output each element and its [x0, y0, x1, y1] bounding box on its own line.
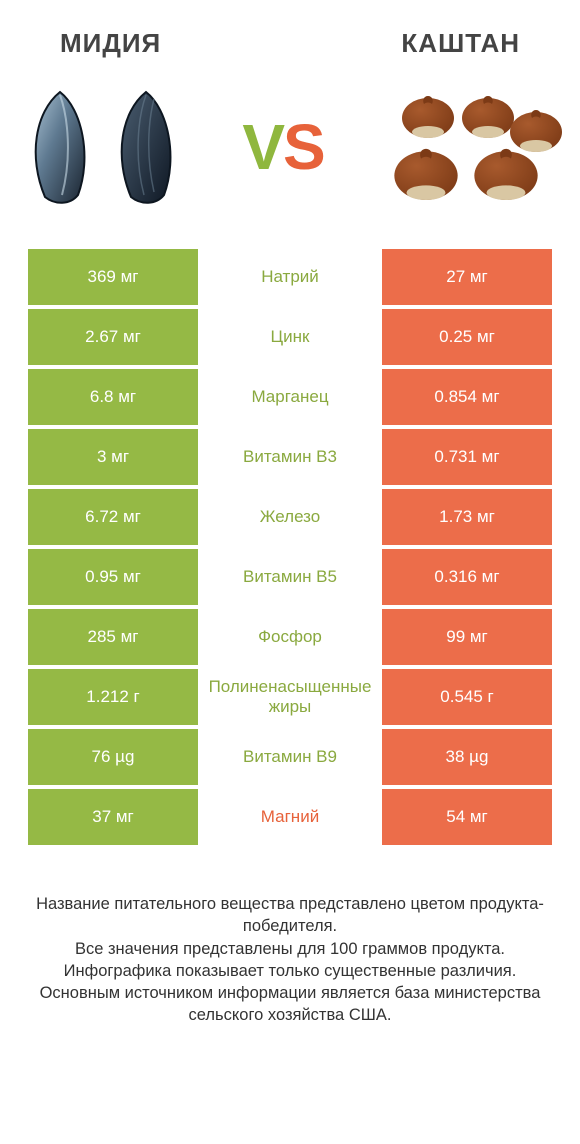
footer-line: Все значения представлены для 100 граммо…	[20, 938, 560, 960]
nutrient-label: Фосфор	[198, 609, 382, 665]
value-right: 0.25 мг	[382, 309, 552, 365]
value-right: 99 мг	[382, 609, 552, 665]
chestnut-group	[380, 92, 560, 202]
mussel-icon	[106, 87, 186, 207]
table-row: 3 мг Витамин B3 0.731 мг	[28, 429, 552, 485]
value-left: 1.212 г	[28, 669, 198, 725]
nutrient-label: Марганец	[198, 369, 382, 425]
nutrient-label: Полиненасыщенные жиры	[198, 669, 382, 725]
hero-row: VS	[0, 69, 580, 237]
table-row: 0.95 мг Витамин B5 0.316 мг	[28, 549, 552, 605]
table-row: 76 µg Витамин B9 38 µg	[28, 729, 552, 785]
chestnut-icon	[400, 92, 456, 138]
value-left: 369 мг	[28, 249, 198, 305]
table-row: 285 мг Фосфор 99 мг	[28, 609, 552, 665]
nutrient-label: Натрий	[198, 249, 382, 305]
nutrient-label: Витамин B5	[198, 549, 382, 605]
vs-s: S	[283, 111, 324, 183]
chestnut-icon	[470, 144, 542, 200]
nutrient-label: Магний	[198, 789, 382, 845]
mussel-icon	[20, 87, 100, 207]
value-right: 38 µg	[382, 729, 552, 785]
value-right: 54 мг	[382, 789, 552, 845]
comparison-table: 369 мг Натрий 27 мг 2.67 мг Цинк 0.25 мг…	[0, 237, 580, 845]
value-right: 0.316 мг	[382, 549, 552, 605]
footer-line: Название питательного вещества представл…	[20, 893, 560, 938]
table-row: 1.212 г Полиненасыщенные жиры 0.545 г	[28, 669, 552, 725]
value-right: 1.73 мг	[382, 489, 552, 545]
value-right: 0.854 мг	[382, 369, 552, 425]
value-left: 6.8 мг	[28, 369, 198, 425]
nutrient-label: Витамин B3	[198, 429, 382, 485]
value-right: 27 мг	[382, 249, 552, 305]
vs-v: V	[242, 111, 283, 183]
table-row: 369 мг Натрий 27 мг	[28, 249, 552, 305]
value-left: 3 мг	[28, 429, 198, 485]
value-left: 76 µg	[28, 729, 198, 785]
value-left: 37 мг	[28, 789, 198, 845]
table-row: 2.67 мг Цинк 0.25 мг	[28, 309, 552, 365]
value-left: 6.72 мг	[28, 489, 198, 545]
chestnut-icon	[390, 144, 462, 200]
value-right: 0.731 мг	[382, 429, 552, 485]
nutrient-label: Железо	[198, 489, 382, 545]
table-row: 6.72 мг Железо 1.73 мг	[28, 489, 552, 545]
footer-line: Инфографика показывает только существенн…	[20, 960, 560, 982]
value-left: 0.95 мг	[28, 549, 198, 605]
value-left: 2.67 мг	[28, 309, 198, 365]
footer-line: Основным источником информации является …	[20, 982, 560, 1027]
title-left: МИДИЯ	[60, 28, 161, 59]
header: МИДИЯ КАШТАН	[0, 0, 580, 69]
value-right: 0.545 г	[382, 669, 552, 725]
table-row: 6.8 мг Марганец 0.854 мг	[28, 369, 552, 425]
footer-notes: Название питательного вещества представл…	[0, 849, 580, 1027]
vs-label: VS	[242, 110, 323, 184]
nutrient-label: Цинк	[198, 309, 382, 365]
value-left: 285 мг	[28, 609, 198, 665]
title-right: КАШТАН	[401, 28, 520, 59]
table-row: 37 мг Магний 54 мг	[28, 789, 552, 845]
nutrient-label: Витамин B9	[198, 729, 382, 785]
mussel-group	[20, 87, 186, 207]
